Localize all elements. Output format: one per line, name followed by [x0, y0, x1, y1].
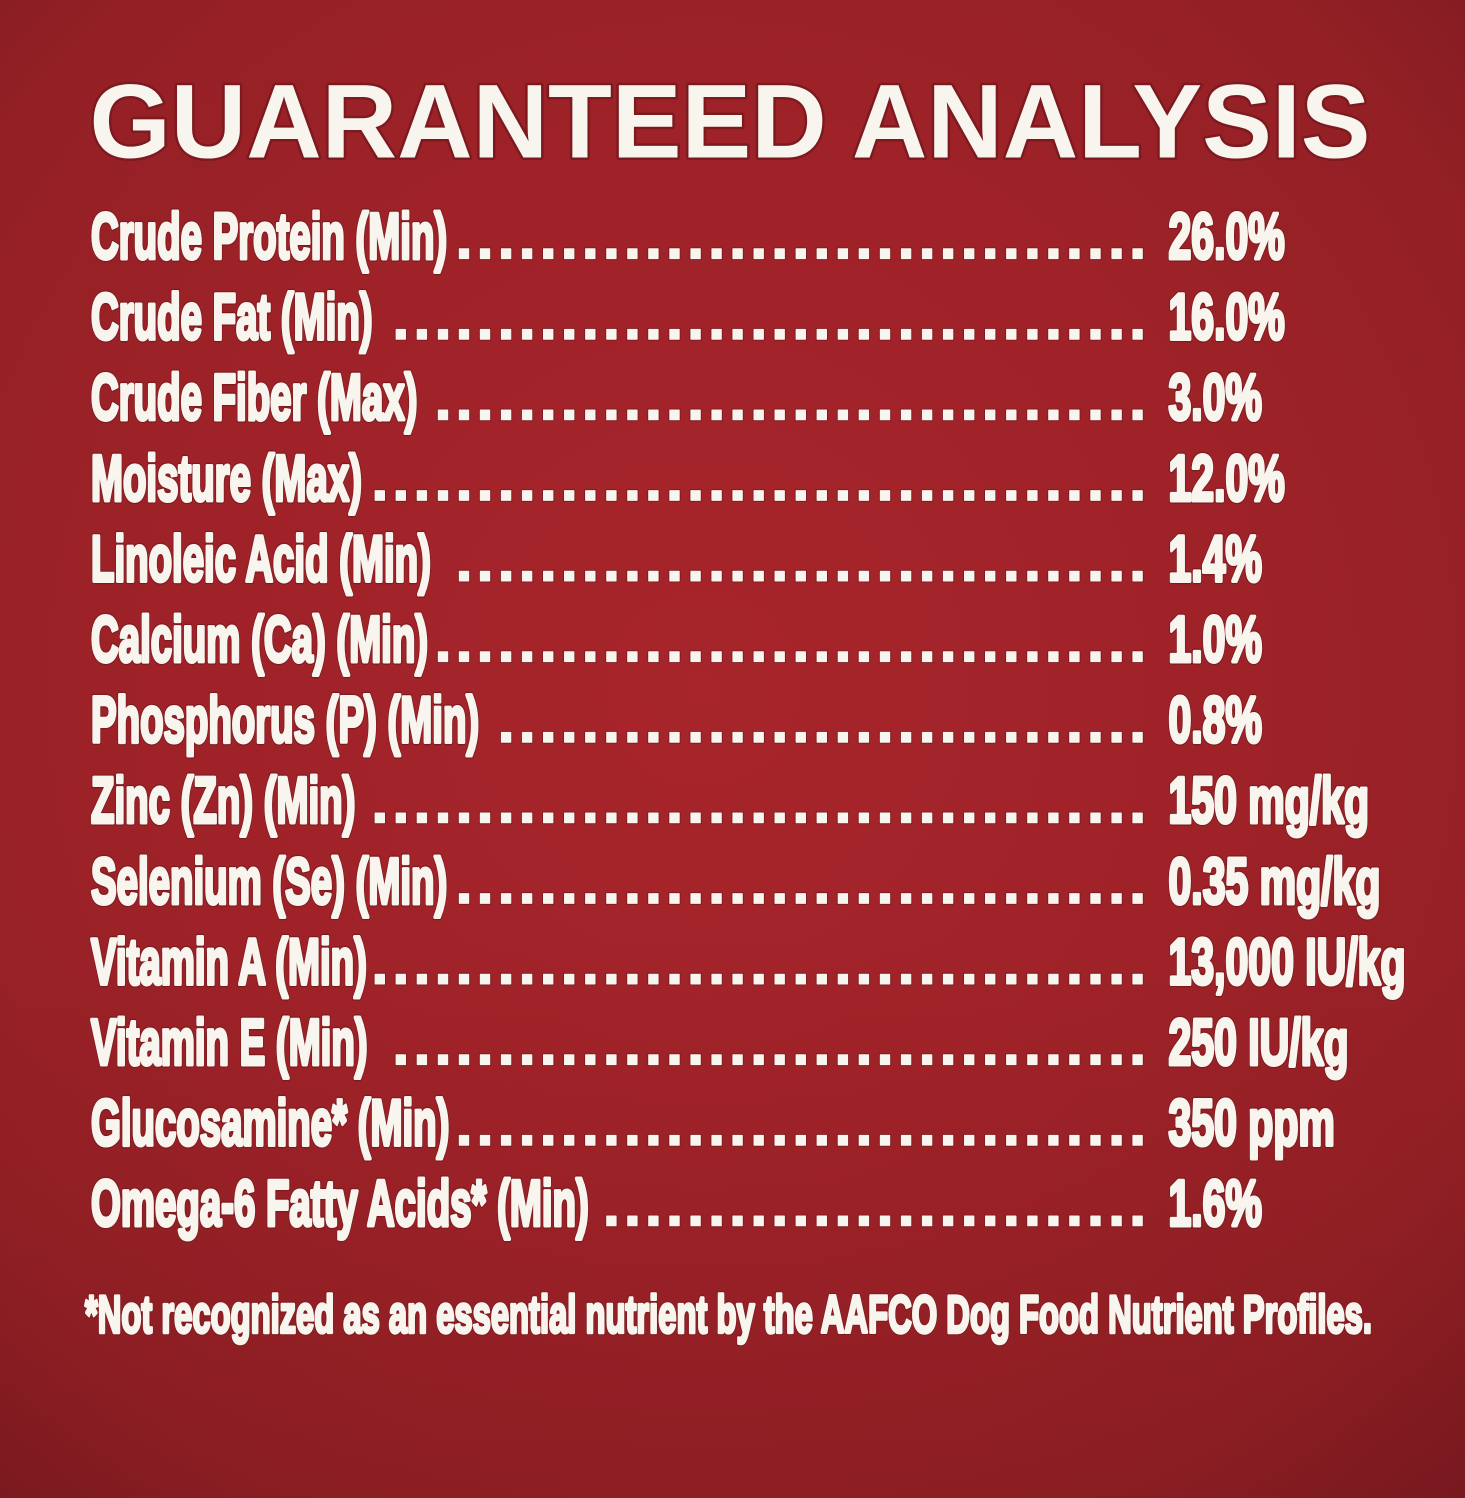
- svg-text:1.6%: 1.6%: [1169, 1167, 1262, 1240]
- svg-text:Moisture (Max): Moisture (Max): [91, 441, 362, 514]
- svg-text:GUARANTEED ANALYSIS: GUARANTEED ANALYSIS: [90, 64, 1371, 181]
- svg-text:Vitamin E (Min): Vitamin E (Min): [91, 1006, 368, 1079]
- svg-text:GUARANTEED ANALYSIS: GUARANTEED ANALYSIS: [90, 64, 1371, 181]
- svg-text:Glucosamine* (Min): Glucosamine* (Min): [91, 1086, 449, 1159]
- svg-text:350 ppm: 350 ppm: [1169, 1086, 1335, 1159]
- svg-text:Zinc (Zn) (Min): Zinc (Zn) (Min): [91, 764, 355, 837]
- svg-text:1.0%: 1.0%: [1169, 603, 1262, 676]
- svg-text:0.35 mg/kg: 0.35 mg/kg: [1169, 844, 1381, 917]
- svg-text:Vitamin A (Min): Vitamin A (Min): [91, 925, 367, 998]
- svg-text:Moisture (Max): Moisture (Max): [91, 441, 362, 514]
- svg-text:Linoleic Acid (Min): Linoleic Acid (Min): [91, 522, 431, 595]
- svg-text:Crude Protein (Min): Crude Protein (Min): [91, 200, 447, 273]
- svg-text:Vitamin E (Min): Vitamin E (Min): [91, 1006, 368, 1079]
- svg-text:Selenium (Se) (Min): Selenium (Se) (Min): [91, 844, 447, 917]
- svg-text:12.0%: 12.0%: [1169, 441, 1285, 514]
- svg-text:350 ppm: 350 ppm: [1169, 1086, 1335, 1159]
- svg-text:1.0%: 1.0%: [1169, 603, 1262, 676]
- svg-text:150 mg/kg: 150 mg/kg: [1169, 764, 1370, 837]
- svg-text:Crude Fiber (Max): Crude Fiber (Max): [91, 361, 417, 434]
- svg-text:0.35 mg/kg: 0.35 mg/kg: [1169, 844, 1381, 917]
- svg-text:1.4%: 1.4%: [1169, 522, 1262, 595]
- svg-text:Crude Fiber (Max): Crude Fiber (Max): [91, 361, 417, 434]
- svg-text:Crude Fat (Min): Crude Fat (Min): [91, 280, 373, 353]
- svg-text:Linoleic Acid (Min): Linoleic Acid (Min): [91, 522, 431, 595]
- svg-text:*Not recognized as an essentia: *Not recognized as an essential nutrient…: [85, 1286, 1372, 1345]
- svg-text:16.0%: 16.0%: [1169, 280, 1285, 353]
- svg-text:13,000 IU/kg: 13,000 IU/kg: [1169, 925, 1406, 998]
- svg-text:Crude Fat (Min): Crude Fat (Min): [91, 280, 373, 353]
- svg-text:Omega-6 Fatty Acids* (Min): Omega-6 Fatty Acids* (Min): [91, 1167, 589, 1240]
- svg-text:26.0%: 26.0%: [1169, 200, 1285, 273]
- svg-text:250 IU/kg: 250 IU/kg: [1169, 1006, 1349, 1079]
- svg-text:Phosphorus (P) (Min): Phosphorus (P) (Min): [91, 683, 479, 756]
- svg-text:Omega-6 Fatty Acids* (Min): Omega-6 Fatty Acids* (Min): [91, 1167, 589, 1240]
- svg-text:0.8%: 0.8%: [1169, 683, 1262, 756]
- svg-text:Selenium (Se) (Min): Selenium (Se) (Min): [91, 844, 447, 917]
- svg-text:Phosphorus (P) (Min): Phosphorus (P) (Min): [91, 683, 479, 756]
- svg-text:13,000 IU/kg: 13,000 IU/kg: [1169, 925, 1406, 998]
- svg-text:0.8%: 0.8%: [1169, 683, 1262, 756]
- svg-text:Crude Protein (Min): Crude Protein (Min): [91, 200, 447, 273]
- svg-text:26.0%: 26.0%: [1169, 200, 1285, 273]
- svg-text:12.0%: 12.0%: [1169, 441, 1285, 514]
- svg-text:16.0%: 16.0%: [1169, 280, 1285, 353]
- svg-text:Calcium (Ca) (Min): Calcium (Ca) (Min): [91, 603, 428, 676]
- svg-text:250 IU/kg: 250 IU/kg: [1169, 1006, 1349, 1079]
- svg-text:1.4%: 1.4%: [1169, 522, 1262, 595]
- svg-text:3.0%: 3.0%: [1169, 361, 1262, 434]
- svg-text:*Not recognized as an essentia: *Not recognized as an essential nutrient…: [85, 1286, 1372, 1345]
- svg-text:1.6%: 1.6%: [1169, 1167, 1262, 1240]
- svg-text:3.0%: 3.0%: [1169, 361, 1262, 434]
- svg-text:Zinc (Zn) (Min): Zinc (Zn) (Min): [91, 764, 355, 837]
- svg-text:Glucosamine* (Min): Glucosamine* (Min): [91, 1086, 449, 1159]
- svg-text:150 mg/kg: 150 mg/kg: [1169, 764, 1370, 837]
- svg-text:Vitamin A (Min): Vitamin A (Min): [91, 925, 367, 998]
- svg-text:Calcium (Ca) (Min): Calcium (Ca) (Min): [91, 603, 428, 676]
